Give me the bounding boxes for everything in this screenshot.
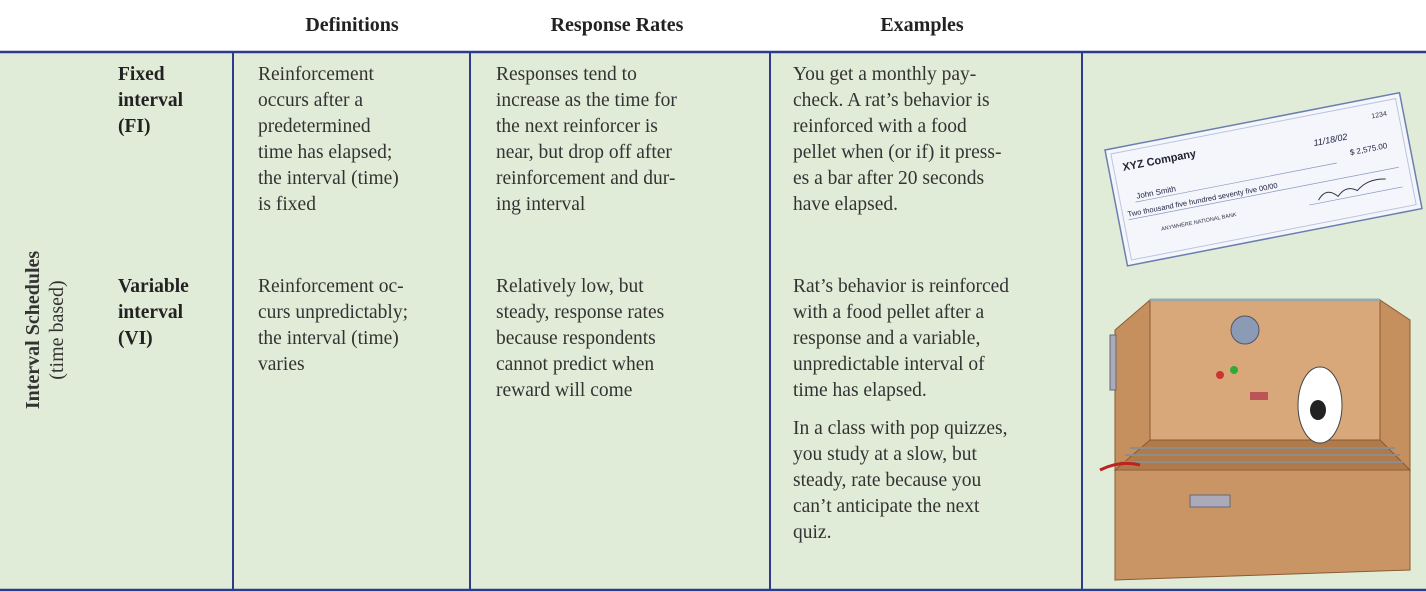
- definition-line: the interval (time): [258, 168, 399, 189]
- group-label-line: (time based): [46, 280, 68, 379]
- response-rate-line: near, but drop off after: [496, 142, 672, 163]
- definition-line: the interval (time): [258, 328, 399, 349]
- definition-line: predetermined: [258, 116, 371, 137]
- response-rate-line: the next reinforcer is: [496, 116, 658, 137]
- column-header: Definitions: [305, 14, 399, 36]
- schedule-name: interval: [118, 302, 183, 323]
- response-rate-line: steady, response rates: [496, 302, 665, 323]
- example-line: quiz.: [793, 522, 832, 543]
- schedule-name: Variable: [118, 276, 189, 297]
- column-header: Response Rates: [550, 14, 684, 36]
- example-line: steady, rate because you: [793, 470, 982, 491]
- example-line: response and a variable,: [793, 328, 981, 349]
- response-rate-line: Relatively low, but: [496, 276, 644, 297]
- example-line: In a class with pop quizzes,: [793, 418, 1008, 439]
- example-line: You get a monthly pay-: [793, 64, 977, 85]
- example-line: pellet when (or if) it press-: [793, 142, 1002, 163]
- definition-line: time has elapsed;: [258, 142, 393, 163]
- example-line: with a food pellet after a: [793, 302, 985, 323]
- schedule-name: (VI): [118, 328, 153, 349]
- schedule-name: (FI): [118, 116, 151, 137]
- response-rate-line: reinforcement and dur-: [496, 168, 676, 189]
- schedule-name: Fixed: [118, 64, 165, 85]
- schedule-name: interval: [118, 90, 183, 111]
- definition-line: curs unpredictably;: [258, 302, 408, 323]
- example-line: es a bar after 20 seconds: [793, 168, 985, 189]
- cage-illustration: [1099, 298, 1412, 581]
- check-illustration: XYZ Company 1234 11/18/02 $ 2,575.00 Joh…: [1104, 91, 1423, 267]
- example-line: reinforced with a food: [793, 116, 967, 137]
- response-rate-line: cannot predict when: [496, 354, 655, 375]
- example-line: time has elapsed.: [793, 380, 927, 401]
- definition-line: varies: [258, 354, 305, 375]
- definition-line: is fixed: [258, 194, 316, 215]
- group-label: Interval Schedules (time based): [22, 251, 68, 410]
- response-rate-line: because respondents: [496, 328, 656, 349]
- example-line: unpredictable interval of: [793, 354, 985, 375]
- response-rate-line: ing interval: [496, 194, 586, 215]
- definition-line: Reinforcement: [258, 64, 374, 85]
- example-line: can’t anticipate the next: [793, 496, 980, 517]
- response-rate-line: Responses tend to: [496, 64, 637, 85]
- check-number: 1234: [1371, 111, 1388, 121]
- definition-line: occurs after a: [258, 90, 364, 111]
- column-header: Examples: [880, 14, 964, 36]
- group-label-line: Interval Schedules: [22, 251, 44, 410]
- example-line: check. A rat’s behavior is: [793, 90, 990, 111]
- response-rate-line: reward will come: [496, 380, 633, 401]
- example-line: Rat’s behavior is reinforced: [793, 276, 1010, 297]
- example-line: have elapsed.: [793, 194, 899, 215]
- response-rate-line: increase as the time for: [496, 90, 677, 111]
- example-line: you study at a slow, but: [793, 444, 977, 465]
- definition-line: Reinforcement oc-: [258, 276, 404, 297]
